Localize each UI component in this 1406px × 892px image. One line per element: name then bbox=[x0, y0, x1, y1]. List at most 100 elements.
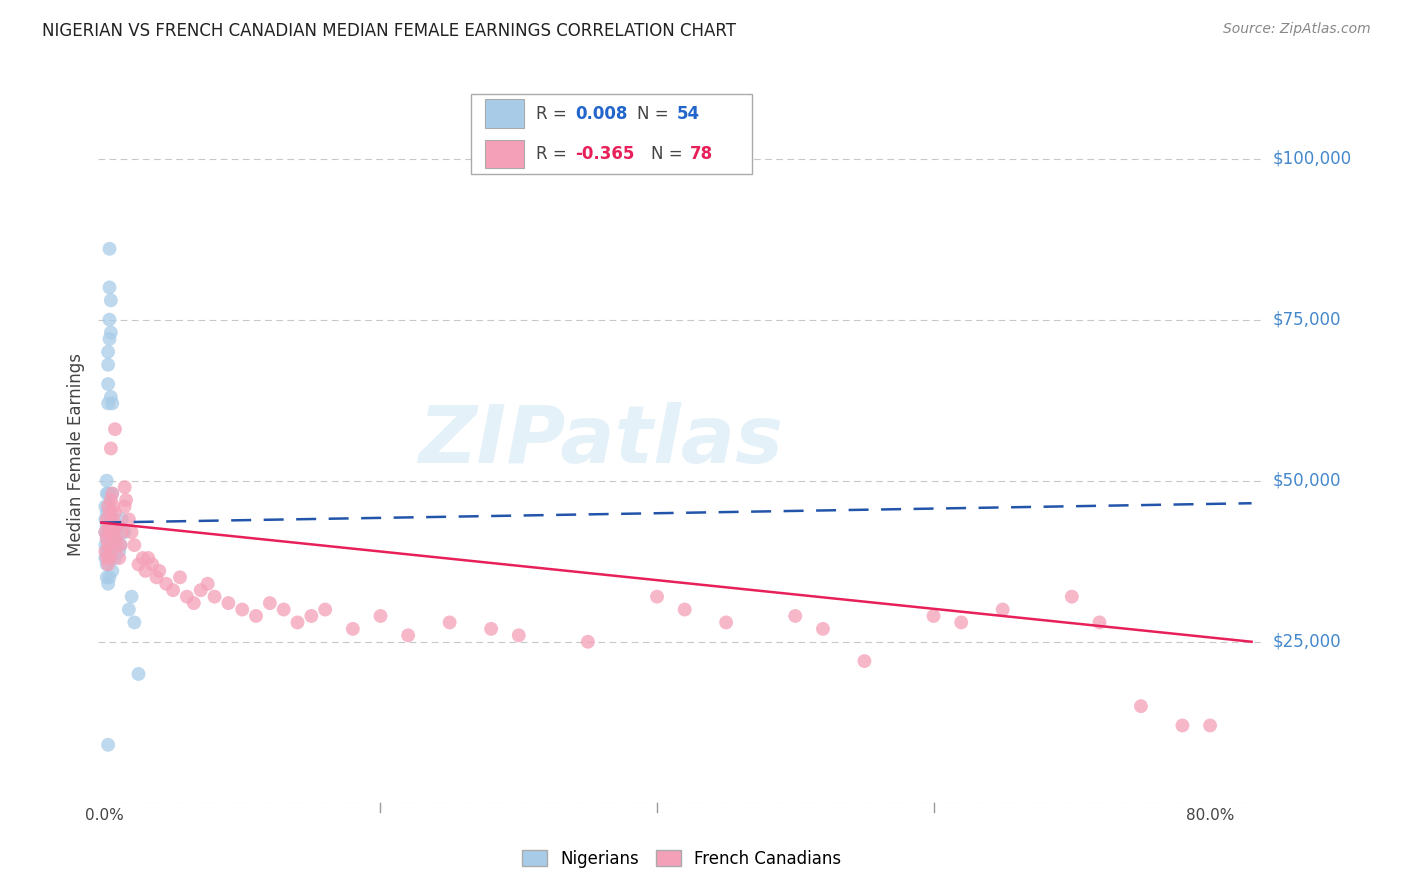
Text: 54: 54 bbox=[676, 104, 699, 123]
Point bbox=[97, 518, 120, 533]
Point bbox=[1129, 699, 1152, 714]
Point bbox=[342, 622, 364, 636]
Point bbox=[645, 590, 668, 604]
Text: $100,000: $100,000 bbox=[1272, 150, 1351, 168]
Point bbox=[114, 500, 136, 514]
Text: -0.365: -0.365 bbox=[575, 145, 634, 163]
Point bbox=[94, 525, 117, 540]
Text: 0.008: 0.008 bbox=[575, 104, 627, 123]
Point bbox=[1171, 718, 1194, 732]
Point bbox=[396, 628, 419, 642]
Point bbox=[105, 532, 128, 546]
Point bbox=[183, 596, 205, 610]
Point bbox=[107, 518, 129, 533]
Point bbox=[673, 602, 696, 616]
Point bbox=[950, 615, 973, 630]
Text: N =: N = bbox=[637, 104, 673, 123]
Text: $75,000: $75,000 bbox=[1272, 310, 1341, 328]
Text: R =: R = bbox=[536, 145, 572, 163]
Point bbox=[97, 738, 120, 752]
Point bbox=[114, 525, 136, 540]
Point bbox=[97, 512, 120, 526]
Point bbox=[111, 525, 134, 540]
Point bbox=[100, 518, 122, 533]
Point bbox=[128, 558, 150, 572]
Point bbox=[103, 500, 125, 514]
Point bbox=[98, 242, 121, 256]
Point bbox=[853, 654, 876, 668]
Text: 78: 78 bbox=[690, 145, 713, 163]
Point bbox=[245, 609, 267, 624]
Point bbox=[110, 538, 132, 552]
Point bbox=[101, 564, 124, 578]
Point bbox=[190, 583, 212, 598]
Point bbox=[98, 506, 121, 520]
Text: NIGERIAN VS FRENCH CANADIAN MEDIAN FEMALE EARNINGS CORRELATION CHART: NIGERIAN VS FRENCH CANADIAN MEDIAN FEMAL… bbox=[42, 22, 737, 40]
Text: Source: ZipAtlas.com: Source: ZipAtlas.com bbox=[1223, 22, 1371, 37]
Point bbox=[96, 532, 118, 546]
Point bbox=[204, 590, 226, 604]
Point bbox=[314, 602, 336, 616]
Point bbox=[176, 590, 198, 604]
Point bbox=[96, 506, 118, 520]
Point bbox=[98, 280, 121, 294]
Text: R =: R = bbox=[536, 104, 572, 123]
Point bbox=[98, 570, 121, 584]
Point bbox=[104, 551, 127, 566]
Point bbox=[97, 396, 120, 410]
Text: N =: N = bbox=[651, 145, 688, 163]
Point bbox=[98, 525, 121, 540]
Point bbox=[104, 532, 127, 546]
Point bbox=[439, 615, 461, 630]
Point bbox=[121, 525, 143, 540]
Point bbox=[155, 576, 177, 591]
Point bbox=[100, 293, 122, 308]
Point bbox=[105, 538, 128, 552]
Point bbox=[98, 525, 121, 540]
Point bbox=[145, 570, 167, 584]
Point bbox=[197, 576, 219, 591]
Text: $25,000: $25,000 bbox=[1272, 632, 1341, 651]
Point bbox=[162, 583, 184, 598]
Point bbox=[104, 422, 127, 436]
Point bbox=[115, 493, 138, 508]
Point bbox=[108, 544, 131, 558]
Point bbox=[141, 558, 163, 572]
Point bbox=[97, 538, 120, 552]
Point bbox=[103, 518, 125, 533]
Point bbox=[107, 518, 129, 533]
Point bbox=[273, 602, 295, 616]
Point bbox=[94, 544, 117, 558]
Point bbox=[96, 512, 118, 526]
Y-axis label: Median Female Earnings: Median Female Earnings bbox=[67, 353, 86, 557]
Point bbox=[100, 442, 122, 456]
Point bbox=[714, 615, 737, 630]
Point bbox=[101, 486, 124, 500]
Point bbox=[121, 590, 143, 604]
Point bbox=[922, 609, 945, 624]
Point bbox=[100, 326, 122, 340]
Point bbox=[100, 506, 122, 520]
Point bbox=[94, 500, 117, 514]
Point bbox=[124, 538, 146, 552]
Point bbox=[259, 596, 281, 610]
Point bbox=[96, 551, 118, 566]
Point bbox=[96, 474, 118, 488]
Point bbox=[97, 377, 120, 392]
Point bbox=[110, 538, 132, 552]
Point bbox=[96, 518, 118, 533]
Point bbox=[97, 500, 120, 514]
Point bbox=[1088, 615, 1111, 630]
Point bbox=[94, 525, 117, 540]
Point bbox=[124, 615, 146, 630]
Point bbox=[97, 558, 120, 572]
Point bbox=[576, 634, 599, 648]
Point bbox=[98, 332, 121, 346]
Point bbox=[96, 486, 118, 500]
Point bbox=[97, 576, 120, 591]
Point bbox=[103, 525, 125, 540]
Point bbox=[101, 486, 124, 500]
Point bbox=[97, 358, 120, 372]
Point bbox=[299, 609, 322, 624]
Point bbox=[97, 500, 120, 514]
